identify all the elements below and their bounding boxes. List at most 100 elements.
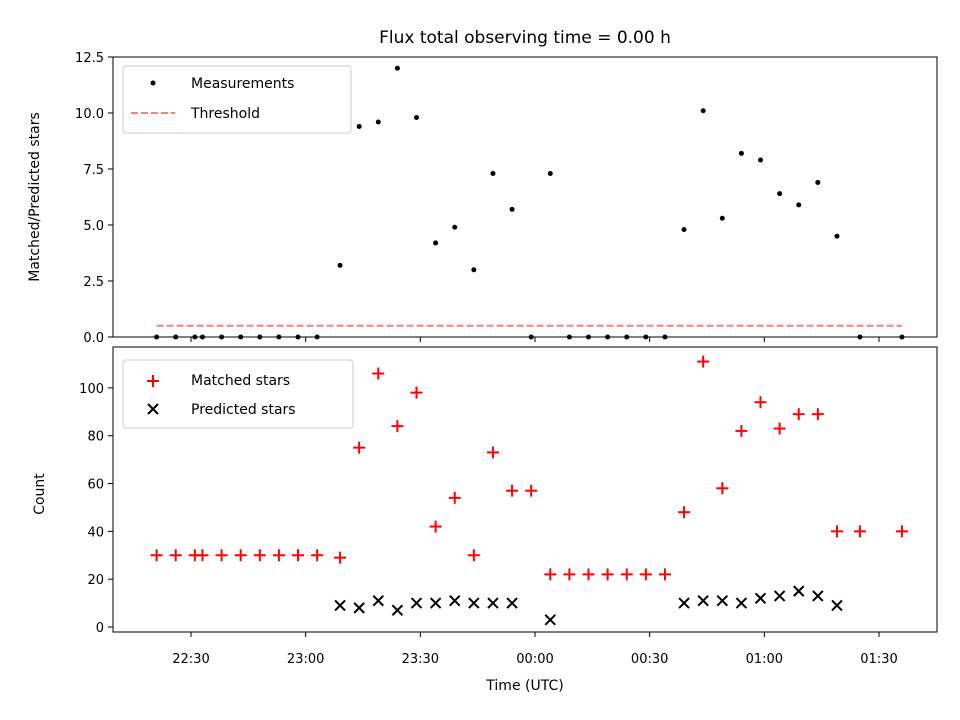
predicted-star-point <box>506 597 518 609</box>
matched-star-point <box>678 506 691 519</box>
bottom-y-tick-label: 20 <box>87 573 104 588</box>
matched-star-point <box>311 549 324 562</box>
matched-star-point <box>773 422 786 435</box>
top-x-ticks <box>190 337 880 342</box>
matched-star-point <box>639 568 652 581</box>
bottom-y-tick-label: 60 <box>87 478 104 493</box>
x-axis-label: Time (UTC) <box>485 678 563 694</box>
matched-star-point <box>429 520 442 533</box>
top-y-tick-label: 12.5 <box>75 51 104 66</box>
matched-star-point <box>544 568 557 581</box>
matched-star-point <box>372 367 385 380</box>
legend-measurements-marker <box>150 80 156 86</box>
bottom-y-ticks: 0 20 40 60 80 100 <box>79 382 113 636</box>
matched-star-point <box>486 446 499 459</box>
measurement-point <box>719 215 725 221</box>
predicted-star-point <box>468 597 480 609</box>
matched-star-point <box>601 568 614 581</box>
measurement-point <box>547 170 553 176</box>
bottom-y-tick-label: 80 <box>87 430 104 445</box>
x-tick-label: 01:30 <box>860 652 897 667</box>
predicted-star-point <box>716 594 728 607</box>
matched-star-point <box>792 408 805 421</box>
bottom-y-tick-label: 40 <box>87 525 104 540</box>
top-y-axis-label: Matched/Predicted stars <box>27 112 43 282</box>
matched-star-point <box>272 549 285 562</box>
x-tick-label: 23:30 <box>402 652 439 667</box>
predicted-star-point <box>754 592 767 605</box>
measurement-point <box>433 240 439 246</box>
predicted-star-point <box>697 594 709 607</box>
bottom-plot-frame <box>112 346 938 633</box>
predicted-star-point <box>812 590 824 602</box>
predicted-star-point <box>487 597 499 609</box>
predicted-star-point <box>678 597 690 609</box>
predicted-star-point <box>544 614 556 626</box>
matched-star-point <box>582 568 595 581</box>
top-chart-title: Flux total observing time = 0.00 h <box>379 28 671 48</box>
measurement-point <box>337 262 343 268</box>
matched-star-point <box>735 424 748 437</box>
legend-measurements-label: Measurements <box>191 76 294 92</box>
matched-star-point <box>525 484 538 497</box>
measurement-point <box>700 108 706 114</box>
measurement-point <box>758 157 764 163</box>
legend-matched-marker <box>147 375 159 387</box>
matched-star-point <box>334 551 347 564</box>
bottom-y-tick-label: 100 <box>79 382 104 397</box>
matched-star-point <box>353 441 366 454</box>
measurement-point <box>375 119 381 125</box>
top-y-ticks: 0.0 2.5 5.0 7.5 10.0 12.5 <box>75 51 113 346</box>
predicted-star-point <box>391 604 404 616</box>
predicted-star-point <box>831 599 843 612</box>
measurement-point <box>738 150 744 156</box>
top-legend: Measurements Threshold <box>122 65 352 134</box>
predicted-star-point <box>410 597 423 609</box>
matched-star-point <box>467 549 480 562</box>
top-panel: Flux total observing time = 0.00 h 0.0 2.… <box>27 28 938 346</box>
predicted-star-point <box>334 599 346 612</box>
bottom-panel: 0 20 40 60 80 100 22:30 23:00 23:30 00:00 00:30 01… <box>32 346 938 694</box>
legend-threshold-label: Threshold <box>190 106 260 122</box>
predicted-star-point <box>372 594 384 607</box>
predicted-star-point <box>735 597 748 609</box>
predicted-star-point <box>353 602 365 614</box>
matched-star-point <box>150 549 163 562</box>
bottom-y-axis-label: Count <box>32 473 48 515</box>
measurement-point <box>394 65 400 71</box>
bottom-x-ticks: 22:30 23:00 23:30 00:00 00:30 01:00 01:30 <box>172 632 898 667</box>
matched-star-point <box>620 568 633 581</box>
measurement-point <box>777 191 783 197</box>
measurement-point <box>414 114 420 120</box>
matched-star-point <box>697 355 710 368</box>
top-y-tick-label: 10.0 <box>75 107 104 122</box>
matched-star-point <box>754 396 767 409</box>
legend-predicted-marker <box>147 403 159 415</box>
matched-star-point <box>811 408 824 421</box>
matched-star-point <box>169 549 182 562</box>
bottom-legend-box <box>122 359 354 429</box>
x-tick-label: 00:30 <box>631 652 668 667</box>
predicted-star-point <box>449 594 461 607</box>
predicted-star-point <box>429 597 442 609</box>
matched-star-point <box>830 525 843 538</box>
x-tick-label: 00:00 <box>516 652 553 667</box>
predicted-star-point <box>793 585 805 597</box>
matched-star-point <box>410 386 423 399</box>
measurement-point <box>681 226 687 232</box>
top-y-tick-label: 5.0 <box>83 219 104 234</box>
measurement-point <box>356 123 362 129</box>
matched-star-point <box>253 549 266 562</box>
x-tick-label: 22:30 <box>172 652 209 667</box>
measurement-point <box>796 202 802 208</box>
matched-star-point <box>215 549 228 562</box>
predicted-star-point <box>773 590 786 602</box>
matched-star-point <box>506 484 519 497</box>
matched-star-point <box>234 549 247 562</box>
matched-star-point <box>716 482 729 495</box>
measurement-point <box>815 179 821 185</box>
top-y-tick-label: 2.5 <box>83 275 104 290</box>
measurement-point <box>490 170 496 176</box>
matched-star-point <box>853 525 866 538</box>
bottom-marks <box>150 355 908 626</box>
